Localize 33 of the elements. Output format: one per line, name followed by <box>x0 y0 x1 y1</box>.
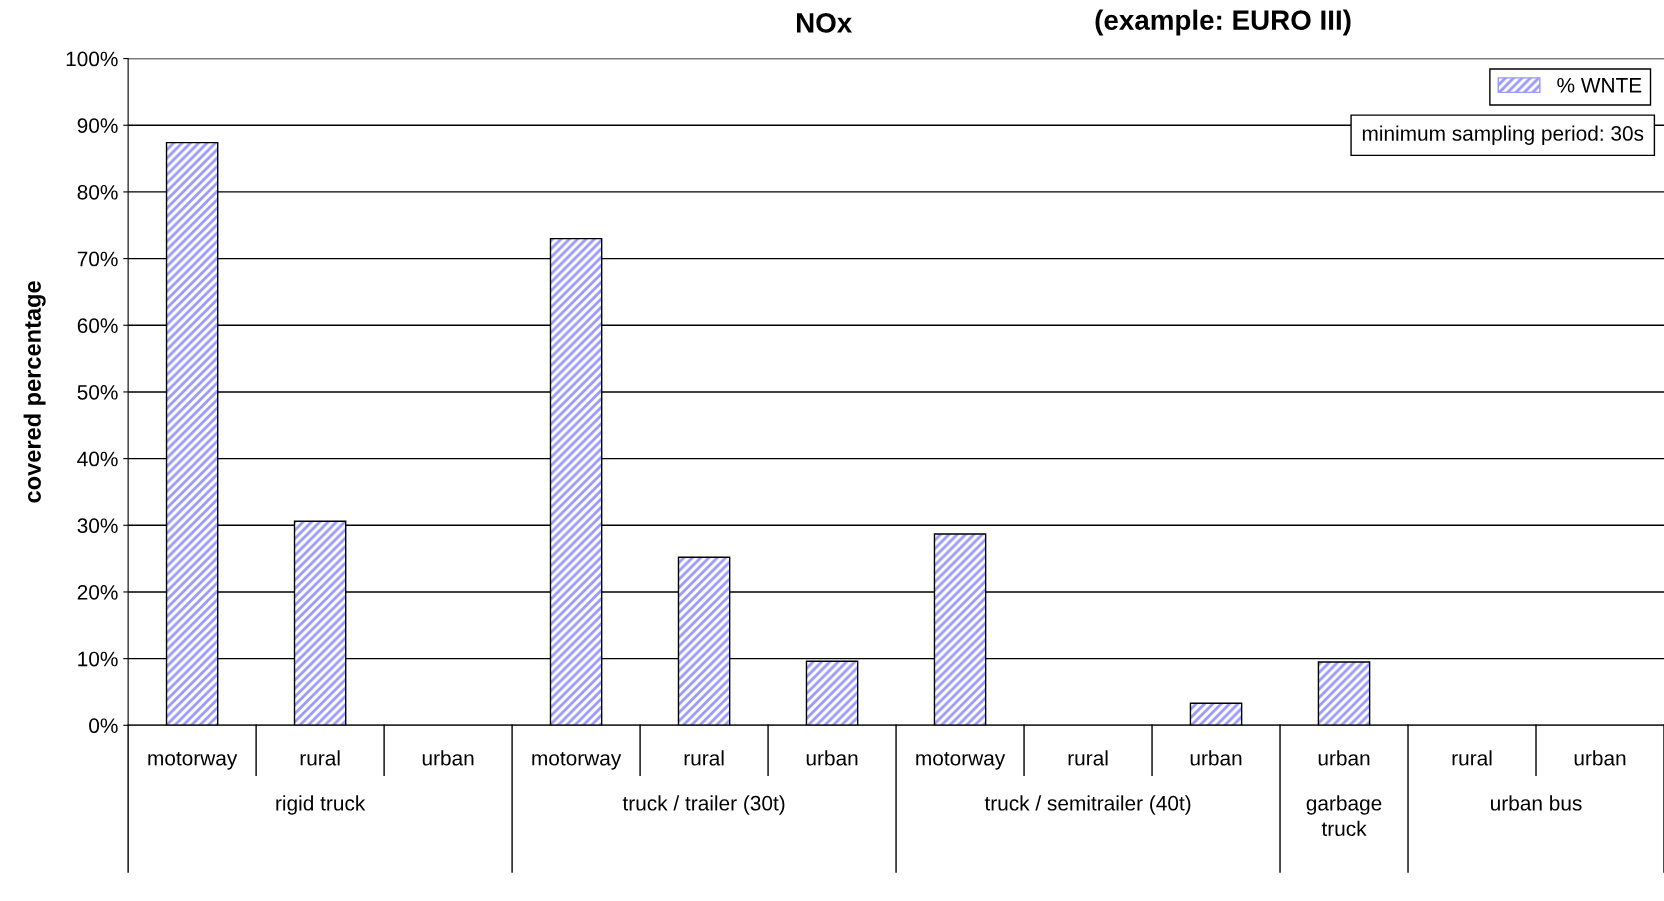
y-tick-label: 0% <box>89 718 118 734</box>
x-tick-label: urban <box>1190 750 1242 766</box>
x-tick-label: motorway <box>916 751 1006 770</box>
y-tick-label: 10% <box>78 651 118 667</box>
y-tick-label: 20% <box>77 584 118 600</box>
text: truck / trailer (30t) <box>622 795 785 815</box>
x-tick-label: urban <box>1574 750 1626 766</box>
x-tick-label: motorway <box>532 751 622 770</box>
chart-title: NOx <box>796 13 853 33</box>
x-tick-label: rural <box>300 750 340 766</box>
y-tick-label: 60% <box>77 318 118 334</box>
legend-label: % WNTE <box>1557 77 1642 93</box>
y-tick-label: 90% <box>77 118 118 133</box>
text: garbage truck <box>1306 795 1382 837</box>
x-tick-label: motorway <box>148 751 238 770</box>
y-tick-label: 100% <box>66 51 118 67</box>
x-tick-label: rural <box>1452 750 1492 766</box>
y-axis-title: covered percentage <box>23 281 46 503</box>
y-tick-label: 40% <box>77 451 118 467</box>
x-tick-label: rural <box>1068 750 1108 766</box>
x-tick-label: rural <box>684 750 724 766</box>
chart-subtitle: (example: EURO III) <box>1095 9 1351 36</box>
text: urban bus <box>1491 795 1582 811</box>
annotation: minimum sampling period: 30s <box>1362 125 1644 145</box>
y-tick-label: 30% <box>77 518 118 534</box>
x-tick-label: urban <box>806 750 858 766</box>
x-tick-label: urban <box>1318 750 1370 766</box>
y-tick-label: 80% <box>77 184 118 200</box>
y-tick-label: 50% <box>77 384 118 400</box>
text: truck / semitrailer (40t) <box>984 795 1191 815</box>
x-tick-label: urban <box>422 750 474 766</box>
text: rigid truck <box>276 795 366 815</box>
y-tick-label: 70% <box>77 251 118 267</box>
